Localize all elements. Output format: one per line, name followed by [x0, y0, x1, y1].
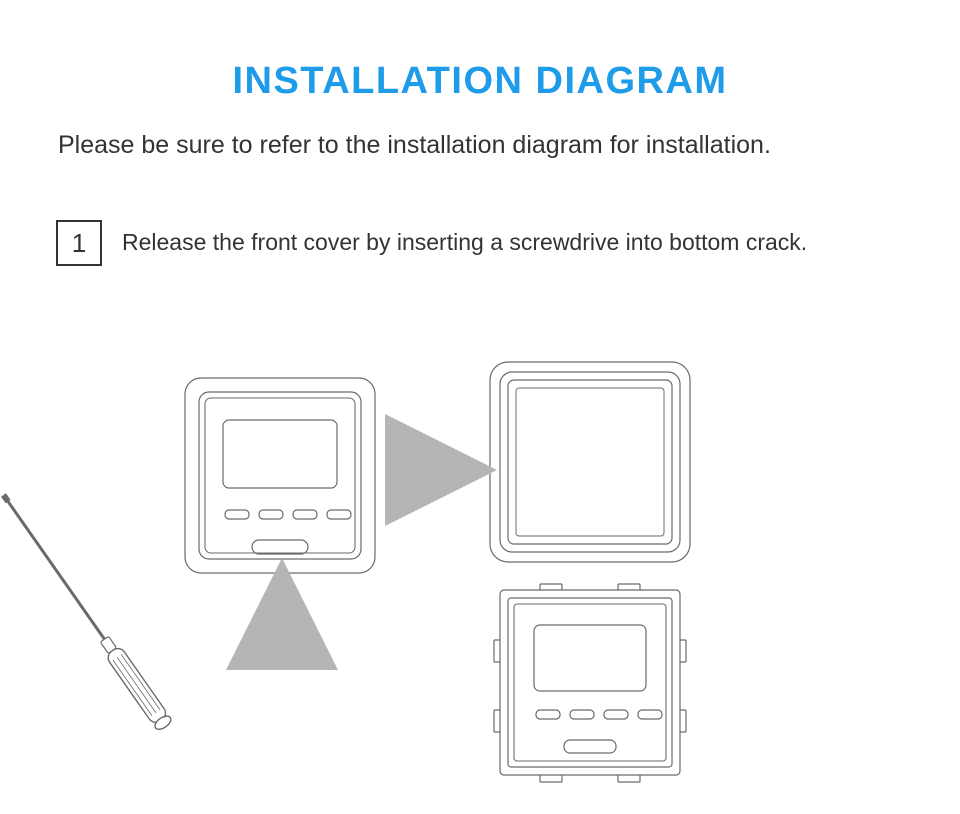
device-module-icon	[494, 584, 686, 782]
step-instruction: Release the front cover by inserting a s…	[122, 227, 807, 258]
step-number-box: 1	[56, 220, 102, 266]
step-number: 1	[72, 228, 86, 259]
screwdriver-icon	[0, 490, 173, 732]
page-title: INSTALLATION DIAGRAM	[50, 60, 910, 103]
step-row: 1 Release the front cover by inserting a…	[50, 220, 910, 266]
back-cover-icon	[490, 362, 690, 562]
page-subtitle: Please be sure to refer to the installat…	[50, 131, 910, 160]
device-assembled-icon	[185, 378, 375, 573]
